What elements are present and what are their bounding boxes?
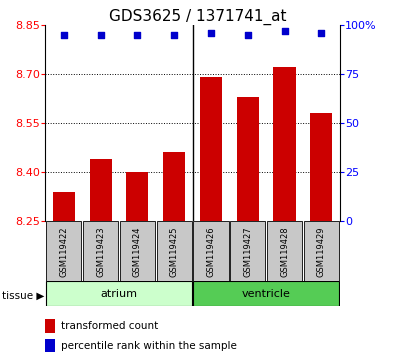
Text: percentile rank within the sample: percentile rank within the sample: [61, 341, 237, 351]
Bar: [120, 221, 155, 281]
Point: [134, 32, 141, 38]
Bar: [193, 281, 339, 306]
Text: GSM119426: GSM119426: [207, 226, 215, 277]
Point: [245, 32, 251, 38]
Text: GSM119428: GSM119428: [280, 226, 289, 277]
Text: GDS3625 / 1371741_at: GDS3625 / 1371741_at: [109, 9, 286, 25]
Text: GSM119425: GSM119425: [170, 226, 179, 276]
Bar: [126, 172, 149, 221]
Bar: [46, 281, 192, 306]
Text: GSM119429: GSM119429: [317, 226, 326, 276]
Point: [61, 32, 67, 38]
Bar: [46, 221, 81, 281]
Bar: [230, 221, 265, 281]
Bar: [156, 221, 192, 281]
Text: transformed count: transformed count: [61, 321, 158, 331]
Text: tissue ▶: tissue ▶: [2, 291, 44, 301]
Text: GSM119424: GSM119424: [133, 226, 142, 276]
Bar: [237, 97, 259, 221]
Point: [171, 32, 177, 38]
Text: ventricle: ventricle: [242, 289, 291, 299]
Bar: [83, 221, 118, 281]
Text: GSM119422: GSM119422: [59, 226, 68, 276]
Bar: [310, 113, 332, 221]
Bar: [273, 67, 295, 221]
Bar: [193, 221, 229, 281]
Point: [318, 30, 324, 35]
Text: atrium: atrium: [100, 289, 137, 299]
Text: GSM119427: GSM119427: [243, 226, 252, 277]
Point: [281, 28, 288, 34]
Text: GSM119423: GSM119423: [96, 226, 105, 277]
Point: [208, 30, 214, 35]
Bar: [90, 159, 112, 221]
Bar: [53, 192, 75, 221]
Bar: [304, 221, 339, 281]
Bar: [267, 221, 302, 281]
Bar: [163, 153, 185, 221]
Bar: [200, 77, 222, 221]
Point: [98, 32, 104, 38]
